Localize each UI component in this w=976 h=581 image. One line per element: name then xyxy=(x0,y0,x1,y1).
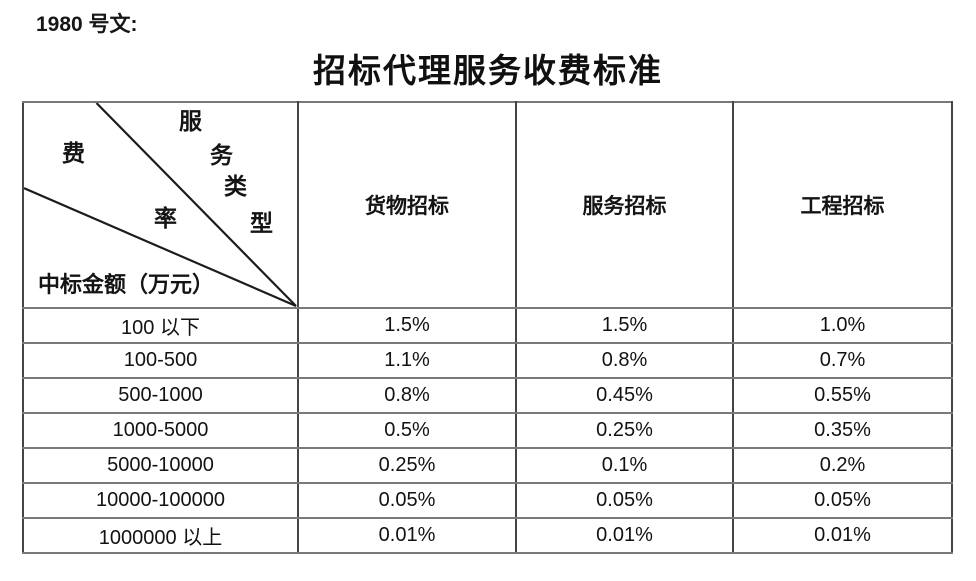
rate-cell: 0.45% xyxy=(515,377,734,414)
amount-range-cell: 1000-5000 xyxy=(22,412,299,449)
table-row: 1000-5000 0.5% 0.25% 0.35% xyxy=(22,412,953,449)
rate-cell: 0.05% xyxy=(515,482,734,519)
table-header-row: 服 务 类 型 费 率 中标金额（万元） 货物招标 服务招标 工程招标 xyxy=(22,101,953,309)
diagonal-divider-lines xyxy=(24,103,297,307)
rate-cell: 1.0% xyxy=(732,307,953,344)
page-title: 招标代理服务收费标准 xyxy=(313,54,663,90)
amount-range-cell: 500-1000 xyxy=(22,377,299,414)
rate-cell: 0.8% xyxy=(515,342,734,379)
rate-cell: 0.25% xyxy=(297,447,517,484)
diagonal-corner-cell: 服 务 类 型 费 率 中标金额（万元） xyxy=(22,101,299,309)
column-header-goods: 货物招标 xyxy=(297,101,517,309)
corner-service-type-char: 服 xyxy=(179,109,202,134)
column-header-services: 服务招标 xyxy=(515,101,734,309)
rate-cell: 0.01% xyxy=(732,517,953,554)
corner-service-type-char: 类 xyxy=(224,174,247,199)
amount-range-cell: 10000-100000 xyxy=(22,482,299,519)
rate-cell: 1.1% xyxy=(297,342,517,379)
rate-cell: 0.2% xyxy=(732,447,953,484)
rate-cell: 0.05% xyxy=(297,482,517,519)
rate-cell: 0.35% xyxy=(732,412,953,449)
corner-fee-rate-char: 率 xyxy=(154,206,177,231)
corner-service-type-char: 型 xyxy=(250,211,273,236)
table-row: 5000-10000 0.25% 0.1% 0.2% xyxy=(22,447,953,484)
rate-cell: 0.25% xyxy=(515,412,734,449)
rate-cell: 0.7% xyxy=(732,342,953,379)
table-row: 100 以下 1.5% 1.5% 1.0% xyxy=(22,307,953,344)
rate-cell: 1.5% xyxy=(515,307,734,344)
corner-amount-label: 中标金额（万元） xyxy=(38,272,215,297)
rate-cell: 0.8% xyxy=(297,377,517,414)
rate-cell: 1.5% xyxy=(297,307,517,344)
amount-range-cell: 1000000 以上 xyxy=(22,517,299,554)
rate-cell: 0.01% xyxy=(515,517,734,554)
rate-cell: 0.55% xyxy=(732,377,953,414)
table-row: 100-500 1.1% 0.8% 0.7% xyxy=(22,342,953,379)
table-row: 500-1000 0.8% 0.45% 0.55% xyxy=(22,377,953,414)
amount-range-cell: 100 以下 xyxy=(22,307,299,344)
rate-cell: 0.5% xyxy=(297,412,517,449)
rate-cell: 0.01% xyxy=(297,517,517,554)
amount-range-cell: 100-500 xyxy=(22,342,299,379)
corner-fee-rate-char: 费 xyxy=(62,141,85,166)
column-header-works: 工程招标 xyxy=(732,101,953,309)
rate-cell: 0.1% xyxy=(515,447,734,484)
corner-service-type-char: 务 xyxy=(210,143,233,168)
document-ref-label: 1980 号文: xyxy=(36,13,138,36)
rate-cell: 0.05% xyxy=(732,482,953,519)
table-row: 1000000 以上 0.01% 0.01% 0.01% xyxy=(22,517,953,554)
amount-range-cell: 5000-10000 xyxy=(22,447,299,484)
fee-standard-table: 服 务 类 型 费 率 中标金额（万元） 货物招标 服务招标 工程招标 100 … xyxy=(22,101,953,554)
table-row: 10000-100000 0.05% 0.05% 0.05% xyxy=(22,482,953,519)
